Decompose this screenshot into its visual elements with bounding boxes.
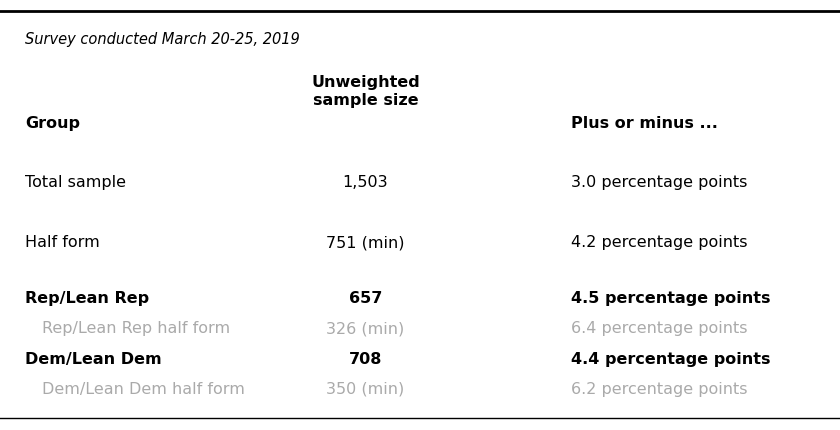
Text: 6.2 percentage points: 6.2 percentage points (571, 382, 748, 396)
Text: Dem/Lean Dem half form: Dem/Lean Dem half form (42, 382, 245, 396)
Text: 708: 708 (349, 352, 382, 366)
Text: Dem/Lean Dem: Dem/Lean Dem (25, 352, 162, 366)
Text: Rep/Lean Rep: Rep/Lean Rep (25, 292, 150, 306)
Text: Plus or minus ...: Plus or minus ... (571, 116, 718, 131)
Text: 326 (min): 326 (min) (326, 322, 405, 336)
Text: Unweighted
sample size: Unweighted sample size (311, 74, 420, 108)
Text: 657: 657 (349, 292, 382, 306)
Text: Group: Group (25, 116, 80, 131)
Text: 4.4 percentage points: 4.4 percentage points (571, 352, 771, 366)
Text: Survey conducted March 20-25, 2019: Survey conducted March 20-25, 2019 (25, 32, 300, 47)
Text: Rep/Lean Rep half form: Rep/Lean Rep half form (42, 322, 230, 336)
Text: 3.0 percentage points: 3.0 percentage points (571, 175, 748, 190)
Text: 6.4 percentage points: 6.4 percentage points (571, 322, 748, 336)
Text: 1,503: 1,503 (343, 175, 388, 190)
Text: 350 (min): 350 (min) (326, 382, 405, 396)
Text: Total sample: Total sample (25, 175, 126, 190)
Text: 4.2 percentage points: 4.2 percentage points (571, 236, 748, 250)
Text: 751 (min): 751 (min) (326, 236, 405, 250)
Text: 4.5 percentage points: 4.5 percentage points (571, 292, 771, 306)
Text: Half form: Half form (25, 236, 100, 250)
